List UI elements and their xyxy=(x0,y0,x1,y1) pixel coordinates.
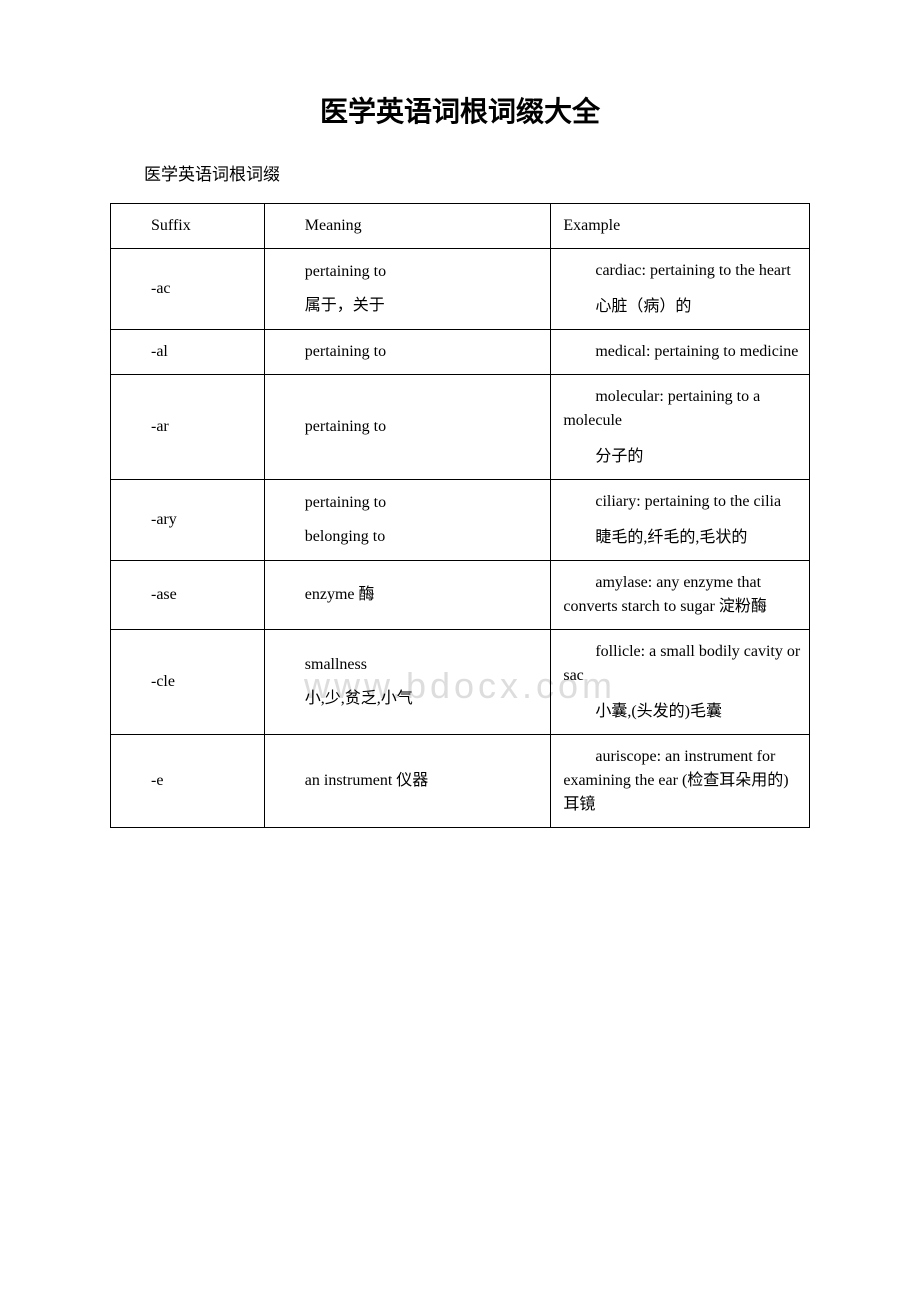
cell-example: amylase: any enzyme that converts starch… xyxy=(551,561,810,630)
cell-suffix: -ary xyxy=(111,480,265,561)
subtitle: 医学英语词根词缀 xyxy=(110,160,810,185)
example-line: follicle: a small bodily cavity or sac xyxy=(563,640,801,688)
table-header-row: Suffix Meaning Example xyxy=(111,204,810,249)
meaning-line: enzyme 酶 xyxy=(305,583,543,607)
example-line: 睫毛的,纤毛的,毛状的 xyxy=(563,526,801,550)
cell-example: ciliary: pertaining to the cilia 睫毛的,纤毛的,… xyxy=(551,480,810,561)
cell-suffix: -ar xyxy=(111,375,265,480)
example-line: ciliary: pertaining to the cilia xyxy=(563,490,801,514)
meaning-line: pertaining to xyxy=(305,340,543,364)
example-line: auriscope: an instrument for examining t… xyxy=(563,745,801,817)
cell-meaning: smallness 小,少,贫乏,小气 xyxy=(264,630,551,735)
table-row: -ac pertaining to 属于，关于 cardiac: pertaining… xyxy=(111,249,810,330)
cell-suffix: -cle xyxy=(111,630,265,735)
table-row: -ary pertaining to belonging to ciliary: pe… xyxy=(111,480,810,561)
meaning-line: pertaining to xyxy=(305,415,543,439)
table-row: -al pertaining to medical: pertaining to m… xyxy=(111,330,810,375)
cell-example: cardiac: pertaining to the heart 心脏（病）的 xyxy=(551,249,810,330)
example-line: medical: pertaining to medicine xyxy=(563,340,801,364)
document-content: 医学英语词根词缀大全 医学英语词根词缀 Suffix Meaning Examp… xyxy=(110,90,810,828)
meaning-line: 属于，关于 xyxy=(305,294,543,318)
cell-meaning: pertaining to xyxy=(264,375,551,480)
example-line: cardiac: pertaining to the heart xyxy=(563,259,801,283)
page-title: 医学英语词根词缀大全 xyxy=(110,90,810,130)
cell-meaning: pertaining to xyxy=(264,330,551,375)
example-line: 分子的 xyxy=(563,445,801,469)
table-row: -e an instrument 仪器 auriscope: an instrume… xyxy=(111,735,810,828)
header-example: Example xyxy=(551,204,810,249)
cell-suffix: -ase xyxy=(111,561,265,630)
meaning-line: pertaining to xyxy=(305,491,543,515)
cell-example: medical: pertaining to medicine xyxy=(551,330,810,375)
cell-example: auriscope: an instrument for examining t… xyxy=(551,735,810,828)
meaning-line: belonging to xyxy=(305,525,543,549)
cell-meaning: enzyme 酶 xyxy=(264,561,551,630)
cell-suffix: -al xyxy=(111,330,265,375)
cell-suffix: -e xyxy=(111,735,265,828)
table-body: -ac pertaining to 属于，关于 cardiac: pertaining… xyxy=(111,249,810,828)
meaning-line: an instrument 仪器 xyxy=(305,769,543,793)
table-row: -cle smallness 小,少,贫乏,小气 follicle: a small … xyxy=(111,630,810,735)
example-line: 心脏（病）的 xyxy=(563,295,801,319)
table-row: -ar pertaining to molecular: pertaining to… xyxy=(111,375,810,480)
cell-suffix: -ac xyxy=(111,249,265,330)
example-line: 小囊,(头发的)毛囊 xyxy=(563,700,801,724)
meaning-line: smallness xyxy=(305,653,543,677)
cell-example: follicle: a small bodily cavity or sac 小囊… xyxy=(551,630,810,735)
cell-meaning: pertaining to belonging to xyxy=(264,480,551,561)
cell-meaning: pertaining to 属于，关于 xyxy=(264,249,551,330)
table-row: -ase enzyme 酶 amylase: any enzyme that con… xyxy=(111,561,810,630)
suffix-table: Suffix Meaning Example -ac pertaining to 属… xyxy=(110,203,810,828)
example-line: molecular: pertaining to a molecule xyxy=(563,385,801,433)
example-line: amylase: any enzyme that converts starch… xyxy=(563,571,801,619)
header-suffix: Suffix xyxy=(111,204,265,249)
meaning-line: 小,少,贫乏,小气 xyxy=(305,687,543,711)
meaning-line: pertaining to xyxy=(305,260,543,284)
cell-meaning: an instrument 仪器 xyxy=(264,735,551,828)
cell-example: molecular: pertaining to a molecule 分子的 xyxy=(551,375,810,480)
header-meaning: Meaning xyxy=(264,204,551,249)
